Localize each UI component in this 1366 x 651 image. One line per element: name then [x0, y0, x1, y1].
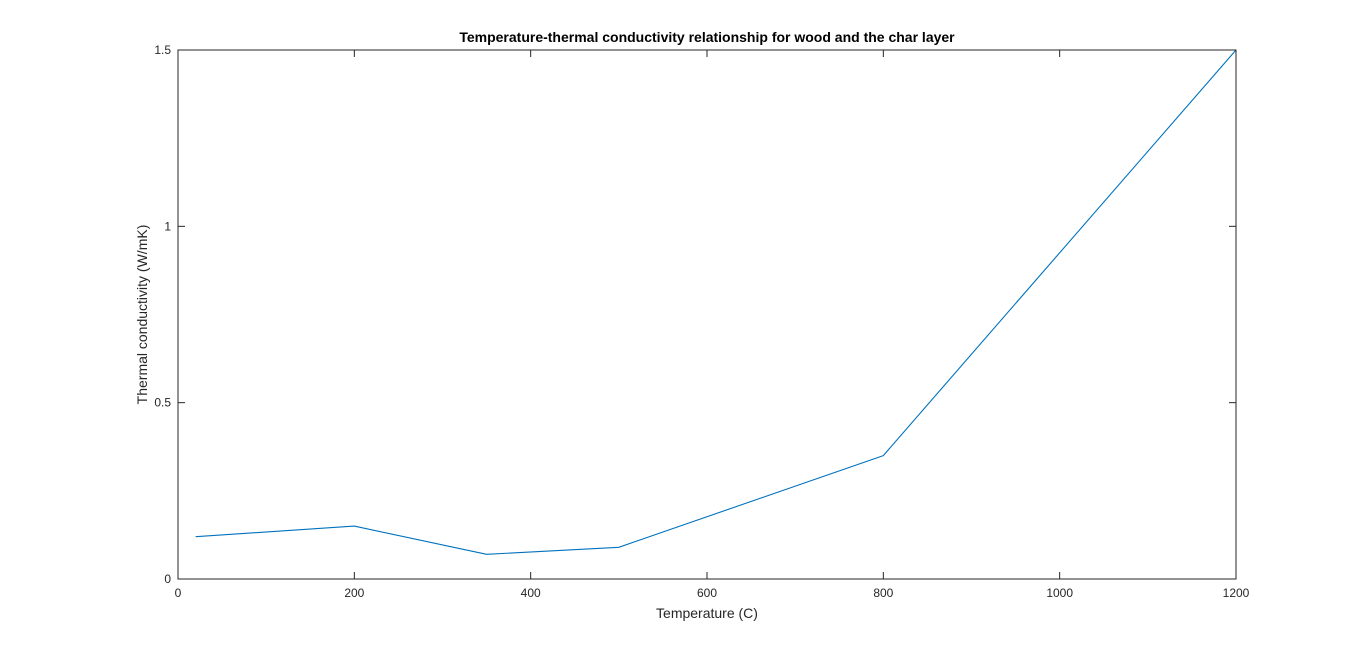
x-tick-label: 0: [175, 586, 182, 600]
y-tick-label: 1.5: [154, 43, 171, 57]
y-tick-label: 0: [164, 572, 171, 586]
x-tick-label: 200: [344, 586, 364, 600]
series-layer: [195, 49, 1237, 555]
y-axis-title: Thermal conductivity (W/mK): [134, 225, 150, 405]
x-tick-label: 800: [873, 586, 893, 600]
chart-title: Temperature-thermal conductivity relatio…: [459, 29, 955, 45]
y-tick-label: 0.5: [154, 396, 171, 410]
x-tick-label: 1000: [1046, 586, 1073, 600]
x-tick-label: 600: [697, 586, 717, 600]
labels-layer: 0 200 400 600 800 1000 1200 0 0.5 1 1.5: [154, 43, 1249, 600]
y-tick-label: 1: [164, 219, 171, 233]
x-tick-label: 400: [521, 586, 541, 600]
x-tick-label: 1200: [1223, 586, 1250, 600]
series-line: [195, 49, 1237, 555]
plot-area: [178, 50, 1236, 579]
x-axis-title: Temperature (C): [656, 605, 758, 621]
axes-box: [177, 49, 1237, 580]
